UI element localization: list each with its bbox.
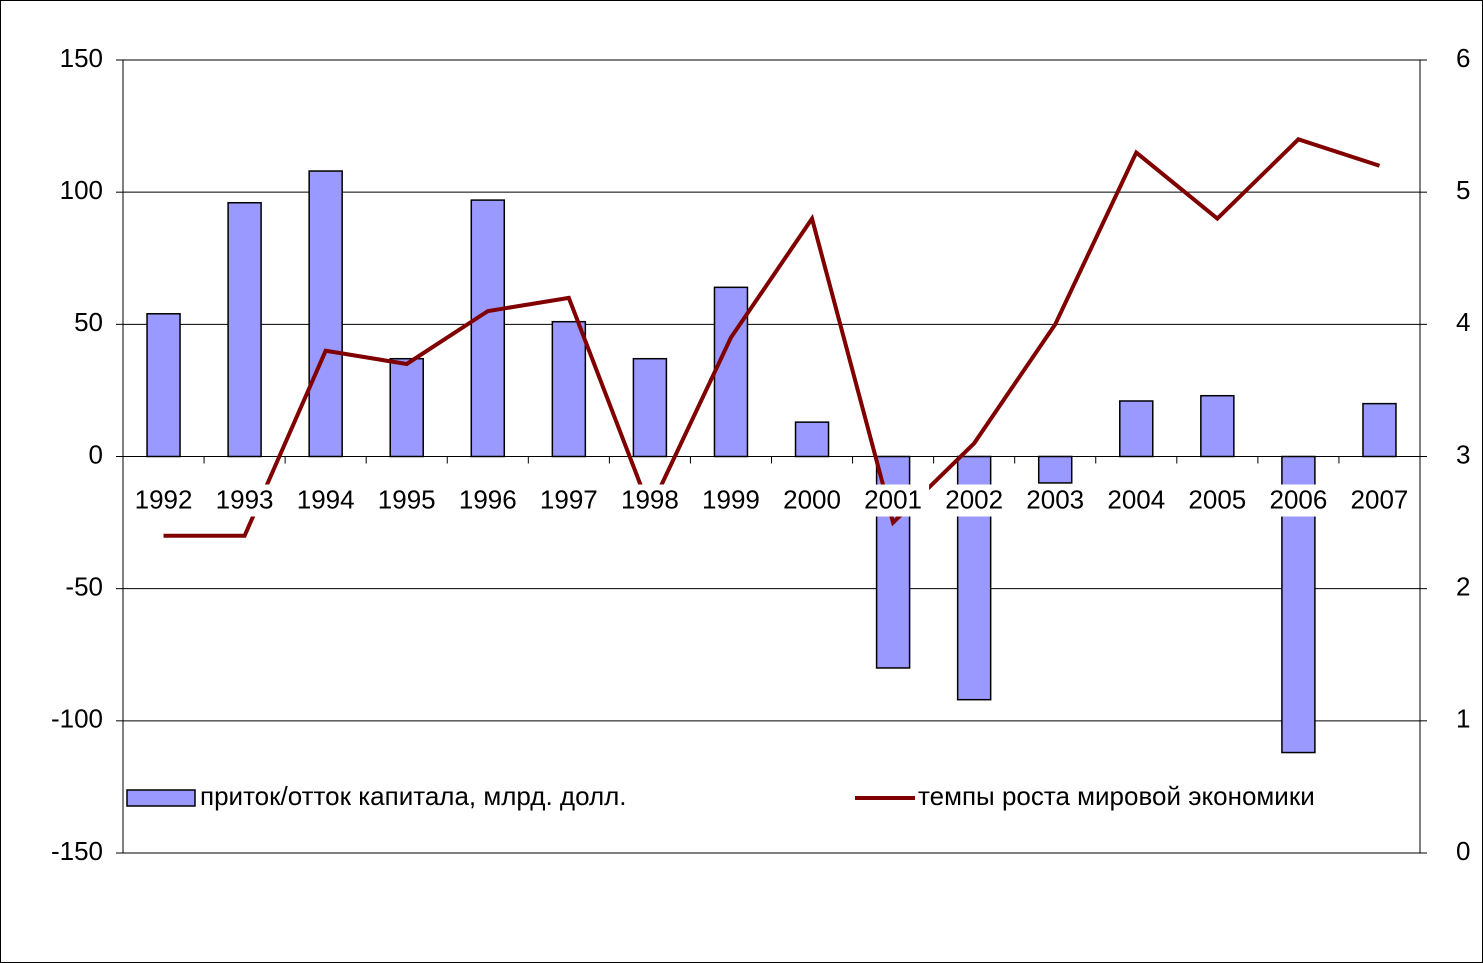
label-bg xyxy=(613,484,686,517)
label-bg xyxy=(289,484,362,517)
x-tick-label: 1998 xyxy=(621,484,679,514)
bar xyxy=(146,313,181,458)
y-tick-label: 100 xyxy=(60,175,103,205)
label-bg xyxy=(208,484,281,517)
y-tick-label: 0 xyxy=(89,439,103,469)
label-bg xyxy=(1100,484,1173,517)
y-tick-label: -150 xyxy=(51,836,103,866)
x-tick-label: 1994 xyxy=(297,484,355,514)
label-bg xyxy=(1262,484,1335,517)
x-tick-label: 2006 xyxy=(1269,484,1327,514)
bar xyxy=(1119,400,1154,458)
y-tick-label: 150 xyxy=(60,43,103,73)
label-bg xyxy=(857,484,930,517)
bar xyxy=(1200,394,1235,458)
bar xyxy=(632,357,668,458)
y-tick-label: -100 xyxy=(51,704,103,734)
bar xyxy=(551,320,587,458)
label-bg xyxy=(694,484,767,517)
y-tick-label: -50 xyxy=(65,572,103,602)
y2-tick-label: 1 xyxy=(1456,704,1470,734)
label-bg xyxy=(451,484,524,517)
x-tick-label: 1993 xyxy=(216,484,274,514)
label-bg xyxy=(1343,484,1416,517)
x-tick-label: 1995 xyxy=(378,484,436,514)
legend-swatch xyxy=(126,789,196,807)
x-tick-label: 1996 xyxy=(459,484,517,514)
x-tick-label: 2000 xyxy=(783,484,841,514)
bar xyxy=(470,199,506,458)
x-tick-label: 2003 xyxy=(1026,484,1084,514)
bar xyxy=(308,170,343,458)
x-tick-label: 2005 xyxy=(1188,484,1246,514)
label-bg xyxy=(532,484,605,517)
y2-tick-label: 0 xyxy=(1456,836,1470,866)
bar xyxy=(1362,402,1397,458)
label-bg xyxy=(1019,484,1092,517)
x-tick-label: 2004 xyxy=(1107,484,1165,514)
label-bg xyxy=(1181,484,1254,517)
x-tick-label: 1997 xyxy=(540,484,598,514)
y2-tick-label: 3 xyxy=(1456,439,1470,469)
x-tick-label: 2002 xyxy=(945,484,1003,514)
line xyxy=(163,137,1381,538)
bar xyxy=(389,357,424,458)
bar xyxy=(227,201,262,458)
label-bg xyxy=(370,484,443,517)
x-tick-label: 1999 xyxy=(702,484,760,514)
bar xyxy=(713,286,749,458)
legend-label: приток/отток капитала, млрд. долл. xyxy=(200,781,627,811)
x-tick-label: 2007 xyxy=(1351,484,1409,514)
label-bg xyxy=(938,484,1011,517)
y2-tick-label: 4 xyxy=(1456,307,1470,337)
x-tick-label: 1992 xyxy=(135,484,193,514)
bar xyxy=(1037,455,1073,484)
y-tick-label: 50 xyxy=(74,307,103,337)
label-bg xyxy=(127,484,200,517)
y2-tick-label: 2 xyxy=(1456,572,1470,602)
y2-tick-label: 6 xyxy=(1456,43,1470,73)
y2-tick-label: 5 xyxy=(1456,175,1470,205)
legend-label: темпы роста мировой экономики xyxy=(918,781,1315,811)
label-bg xyxy=(776,484,849,517)
x-tick-label: 2001 xyxy=(864,484,922,514)
bar xyxy=(794,421,830,458)
